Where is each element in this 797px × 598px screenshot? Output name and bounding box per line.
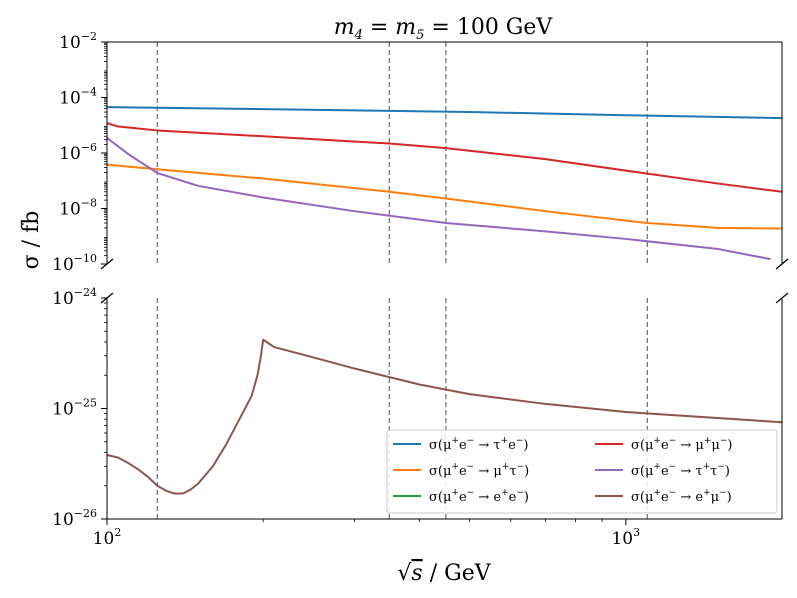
y-tick-label: 10−2 xyxy=(59,30,97,53)
y-tick-label: 10−24 xyxy=(52,286,97,309)
x-axis-label: √s / GeV xyxy=(397,561,491,586)
series-line xyxy=(107,106,782,120)
break-mark-bottom-left xyxy=(100,292,114,304)
bottom-panel: 10−24 10−25 10−26 102 103 xyxy=(52,286,789,549)
legend-label: σ(μ+e− → μ+τ−) xyxy=(429,462,529,479)
series-line xyxy=(107,122,782,193)
chart-title: m4 = m5 = 100 GeV xyxy=(334,15,554,43)
break-mark-top-right xyxy=(775,258,789,270)
series-line xyxy=(107,137,771,261)
legend-label: σ(μ+e− → τ+τ−) xyxy=(631,462,730,479)
top-panel: 10−2 10−4 10−6 10−8 10−10 xyxy=(52,30,789,275)
x-tick-label: 103 xyxy=(611,526,640,549)
y-axis-label: σ / fb xyxy=(19,211,44,270)
y-tick-label: 10−8 xyxy=(59,197,97,220)
x-ticks: 102 103 xyxy=(93,519,640,549)
legend-label: σ(μ+e− → e+e−) xyxy=(429,488,529,505)
bottom-series-group xyxy=(107,338,782,495)
y-tick-label: 10−4 xyxy=(59,86,97,109)
y-tick-label: 10−6 xyxy=(59,141,97,164)
x-tick-label: 102 xyxy=(93,526,122,549)
y-tick-label: 10−26 xyxy=(52,507,97,530)
top-y-ticks: 10−2 10−4 10−6 10−8 10−10 xyxy=(52,30,107,275)
break-mark-bottom-right xyxy=(775,292,789,304)
legend-label: σ(μ+e− → μ+μ−) xyxy=(631,436,732,453)
y-tick-label: 10−25 xyxy=(52,397,97,420)
y-tick-label: 10−10 xyxy=(52,252,97,275)
bottom-y-ticks: 10−24 10−25 10−26 xyxy=(52,286,107,530)
legend-box xyxy=(386,429,778,514)
legend-label: σ(μ+e− → e+μ−) xyxy=(631,488,732,505)
top-series-group xyxy=(107,106,782,261)
legend: σ(μ+e− → τ+e−) σ(μ+e− → μ+μ−) σ(μ+e− → μ+τ… xyxy=(386,429,778,514)
series-line xyxy=(107,338,782,495)
series-line xyxy=(107,163,782,230)
legend-label: σ(μ+e− → τ+e−) xyxy=(429,436,528,453)
top-reference-lines xyxy=(156,42,648,264)
break-mark-top-left xyxy=(100,258,114,270)
